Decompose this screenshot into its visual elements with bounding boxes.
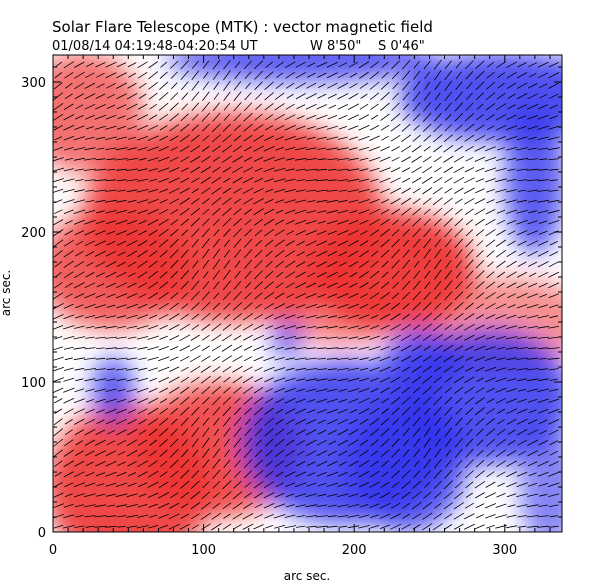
positive-polarity-region-3 — [53, 209, 189, 330]
vector-segments — [53, 59, 560, 531]
y-axis-label: arc sec. — [0, 270, 13, 316]
latitude-label: S 0'46" — [378, 39, 425, 54]
y-tick-label-0: 0 — [38, 526, 46, 541]
y-tick-label-200: 200 — [21, 226, 46, 241]
x-tick-label-100: 100 — [191, 543, 216, 558]
plot-frame — [52, 54, 563, 533]
positive-polarity-region-8 — [271, 284, 407, 345]
negative-polarity-region-12 — [384, 329, 460, 390]
x-tick-label-200: 200 — [342, 543, 367, 558]
y-tick-label-100: 100 — [21, 376, 46, 391]
y-tick-label-300: 300 — [21, 76, 46, 91]
negative-polarity-region-15 — [504, 104, 562, 255]
field-vectors — [53, 59, 560, 531]
positive-polarity-region-4 — [53, 55, 144, 172]
chart-title: Solar Flare Telescope (MTK) : vector mag… — [52, 18, 433, 36]
observation-datetime: 01/08/14 04:19:48-04:20:54 UT — [52, 39, 258, 54]
negative-polarity-region-14 — [165, 55, 437, 82]
negative-polarity-region-17 — [271, 322, 302, 358]
x-axis-label: arc sec. — [284, 569, 330, 583]
longitude-label: W 8'50" — [310, 39, 361, 54]
x-tick-label-300: 300 — [492, 543, 517, 558]
x-tick-label-0: 0 — [49, 543, 57, 558]
axes: 0 100 200 300 0 100 200 300 — [21, 55, 562, 558]
